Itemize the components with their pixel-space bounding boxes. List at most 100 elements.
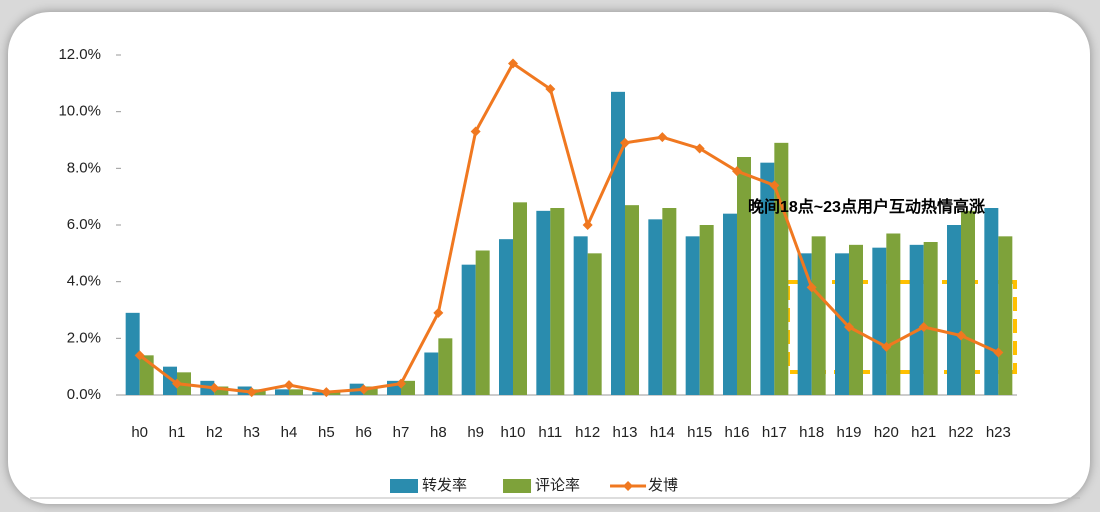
bar (909, 244, 924, 395)
y-tick-label: 12.0% (58, 46, 101, 63)
y-tick-label: 10.0% (58, 103, 101, 120)
highlight-box (786, 280, 1017, 374)
x-tick-label: h23 (986, 424, 1011, 441)
marker (732, 166, 742, 177)
annotation: 晚间18点~23点用户互动热情高涨 (748, 197, 985, 216)
bar (774, 142, 789, 395)
bar (811, 236, 826, 395)
bar (872, 247, 887, 395)
bar (923, 242, 938, 395)
legend-label: 评论率 (535, 477, 580, 494)
bar (797, 253, 812, 395)
marker (657, 132, 668, 143)
bar (163, 366, 177, 395)
marker (881, 341, 892, 352)
x-tick-label: h11 (538, 424, 562, 441)
y-tick-label: 2.0% (67, 329, 101, 346)
x-tick-label: h12 (575, 424, 600, 441)
x-tick-label: h7 (393, 424, 410, 441)
legend-marker (623, 481, 634, 491)
bar (289, 389, 303, 395)
x-tick-label: h8 (430, 424, 447, 441)
x-tick-label: h22 (948, 424, 973, 441)
marker (806, 282, 817, 293)
marker (769, 180, 780, 191)
x-tick-label: h16 (724, 424, 749, 441)
bar (625, 205, 639, 395)
x-tick-label: h4 (281, 424, 298, 441)
x-tick-label: h6 (355, 424, 372, 441)
bar (685, 236, 700, 395)
x-tick-label: h13 (612, 424, 637, 441)
bar (587, 253, 602, 395)
marker (545, 84, 556, 94)
bar (737, 157, 751, 395)
marker (844, 322, 854, 332)
bar (886, 233, 901, 395)
marker (918, 322, 929, 332)
bar (662, 208, 677, 395)
marker (956, 330, 966, 341)
bar (475, 250, 490, 395)
bar (513, 202, 527, 395)
marker (246, 387, 257, 398)
x-tick-label: h10 (500, 424, 525, 441)
legend-label: 转发率 (422, 477, 467, 494)
line (138, 61, 999, 394)
marker (134, 350, 145, 361)
x-tick-label: h5 (318, 424, 335, 441)
bar (699, 225, 714, 395)
bar (275, 389, 289, 395)
bar (499, 239, 513, 395)
x-tick-label: h17 (762, 424, 787, 441)
x-tick-label: h0 (131, 424, 148, 441)
bar (214, 386, 229, 395)
x-tick-label: h9 (467, 424, 484, 441)
marker (172, 378, 182, 389)
legend-swatch (390, 479, 418, 493)
x-tick-label: h20 (874, 424, 899, 441)
marker (508, 58, 518, 69)
bar (998, 236, 1013, 395)
bar (312, 392, 327, 395)
bar (984, 208, 999, 395)
x-tick-label: h18 (799, 424, 824, 441)
bar (849, 244, 863, 395)
bar (947, 225, 961, 395)
bar (326, 392, 341, 395)
marker (209, 382, 220, 393)
bar (424, 352, 439, 395)
legend-label: 发博 (648, 477, 678, 494)
marker (284, 380, 294, 391)
x-tick-label: h19 (836, 424, 861, 441)
bar (139, 355, 154, 395)
y-tick-label: 8.0% (67, 159, 101, 176)
x-tick-label: h2 (206, 424, 223, 441)
marker (358, 384, 369, 395)
marker (582, 220, 593, 230)
x-tick-label: h14 (650, 424, 675, 441)
bar (648, 219, 663, 395)
legend-swatch (503, 479, 532, 493)
bar (835, 253, 849, 395)
bar (125, 312, 140, 395)
y-tick-label: 6.0% (67, 216, 101, 233)
marker (620, 137, 630, 148)
bar (550, 208, 565, 395)
marker (396, 378, 406, 389)
marker (694, 143, 705, 154)
bar (573, 236, 588, 395)
bar (363, 386, 378, 395)
bar (760, 162, 775, 395)
marker (321, 387, 332, 398)
bar (723, 213, 737, 395)
bar (961, 210, 975, 395)
bar (536, 210, 551, 395)
x-tick-label: h15 (687, 424, 712, 441)
x-tick-label: h3 (243, 424, 260, 441)
bar (461, 264, 476, 395)
bar (438, 338, 453, 395)
y-tick-label: 0.0% (67, 386, 101, 403)
